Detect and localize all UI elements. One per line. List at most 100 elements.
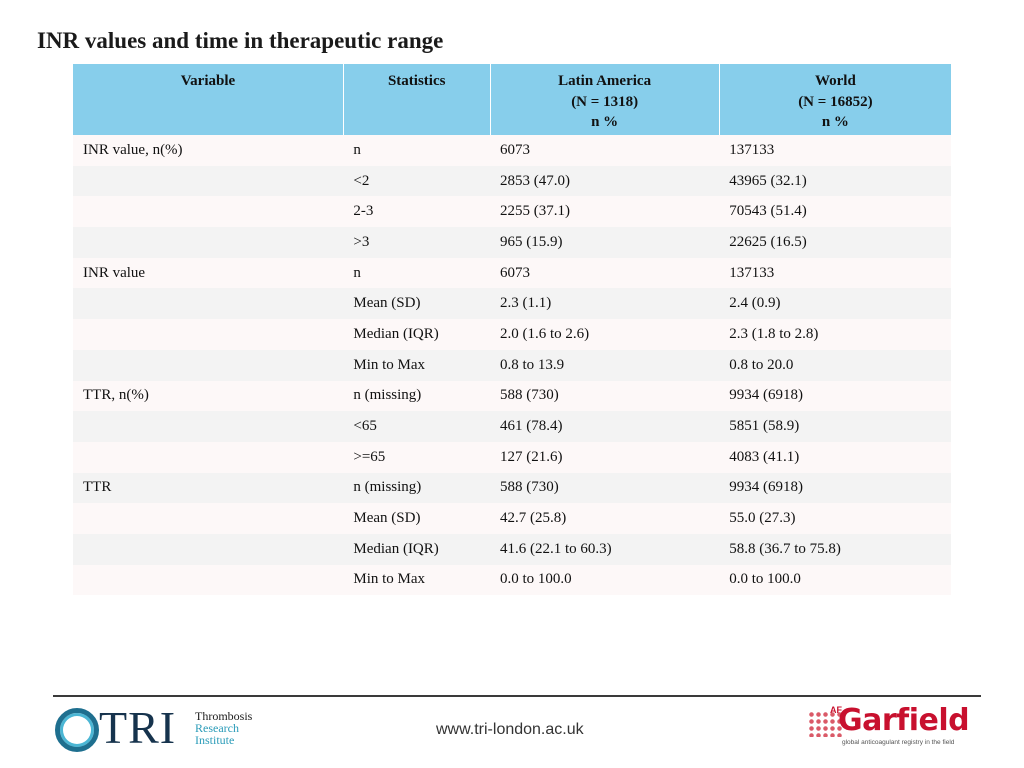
cell-statistic: Median (IQR) <box>343 533 491 565</box>
cell-statistic: <2 <box>343 165 491 197</box>
header-statistics: Statistics <box>342 64 491 135</box>
header-line: Variable <box>180 73 236 89</box>
header-statistics-lines: Statistics <box>344 64 490 92</box>
header-latin-america-lines: Latin America (N = 1318) n % <box>491 64 719 133</box>
footer-divider <box>53 695 981 697</box>
cell-variable <box>73 227 344 258</box>
cell-statistic: Min to Max <box>343 349 491 381</box>
header-row: Variable Statistics Latin America (N = 13… <box>73 64 951 135</box>
cell-world: 137133 <box>719 135 951 166</box>
cell-world: 55.0 (27.3) <box>719 503 951 534</box>
cell-latin-america: 2255 (37.1) <box>490 196 720 228</box>
table-row: TTR, n(%) n (missing) 588 (730) 9934 (6918) <box>73 380 951 412</box>
cell-variable <box>73 411 344 442</box>
cell-statistic: n (missing) <box>343 472 491 504</box>
cell-variable <box>73 441 344 473</box>
table-row: >=65 127 (21.6) 4083 (41.1) <box>73 441 951 473</box>
cell-latin-america: 461 (78.4) <box>490 411 720 442</box>
cell-latin-america: 0.0 to 100.0 <box>490 564 720 596</box>
cell-latin-america: 965 (15.9) <box>490 227 720 258</box>
header-variable: Variable <box>73 64 344 135</box>
website-url: www.tri-london.ac.uk <box>436 721 584 738</box>
table-row: Min to Max 0.8 to 13.9 0.8 to 20.0 <box>73 349 951 381</box>
cell-variable <box>73 564 344 596</box>
tri-logo-line: Thrombosis <box>195 709 253 723</box>
cell-latin-america: 588 (730) <box>490 380 720 412</box>
header-line: (N = 1318) <box>571 93 639 110</box>
cell-world: 58.8 (36.7 to 75.8) <box>719 533 951 565</box>
cell-statistic: 2-3 <box>343 196 491 228</box>
table-header: Variable Statistics Latin America (N = 13… <box>73 64 951 135</box>
header-line: Latin America <box>558 73 652 89</box>
table-body: INR value, n(%) n 6073 137133 <2 2853 (47.0) 4… <box>73 135 951 596</box>
tri-logo: TRI Thrombosis Research Institute <box>55 702 285 754</box>
cell-latin-america: 41.6 (22.1 to 60.3) <box>490 533 720 565</box>
tri-ring-icon <box>55 708 99 752</box>
cell-variable <box>73 196 344 228</box>
cell-variable <box>73 165 344 197</box>
cell-statistic: n <box>343 135 491 166</box>
table-row: <65 461 (78.4) 5851 (58.9) <box>73 411 951 442</box>
cell-world: 2.4 (0.9) <box>719 288 951 320</box>
cell-latin-america: 6073 <box>490 257 720 289</box>
garfield-logo-superscript: AF <box>830 705 842 715</box>
tri-logo-mark: TRI <box>99 702 177 753</box>
table-row: >3 965 (15.9) 22625 (16.5) <box>73 227 951 258</box>
table-row: TTR n (missing) 588 (730) 9934 (6918) <box>73 472 951 504</box>
header-line: n % <box>821 114 849 130</box>
cell-statistic: Mean (SD) <box>343 288 491 320</box>
cell-world: 4083 (41.1) <box>719 441 951 473</box>
cell-latin-america: 0.8 to 13.9 <box>490 349 720 381</box>
cell-variable: TTR, n(%) <box>73 380 344 412</box>
garfield-logo: AF Garfield global anticoagulant registr… <box>808 703 978 751</box>
table-row: Min to Max 0.0 to 100.0 0.0 to 100.0 <box>73 564 951 596</box>
cell-statistic: Min to Max <box>343 564 491 596</box>
cell-latin-america: 2.3 (1.1) <box>490 288 720 320</box>
cell-statistic: <65 <box>343 411 491 442</box>
cell-statistic: Median (IQR) <box>343 319 491 350</box>
cell-latin-america: 127 (21.6) <box>490 441 720 473</box>
cell-world: 0.0 to 100.0 <box>719 564 951 596</box>
table-row: INR value n 6073 137133 <box>73 257 951 289</box>
cell-variable: TTR <box>73 472 344 504</box>
header-latin-america: Latin America (N = 1318) n % <box>489 64 720 135</box>
cell-latin-america: 6073 <box>490 135 720 166</box>
cell-statistic: n <box>343 257 491 289</box>
cell-variable <box>73 349 344 381</box>
page-title: INR values and time in therapeutic range <box>37 28 444 53</box>
garfield-logo-tagline: global anticoagulant registry in the fie… <box>842 739 955 746</box>
cell-latin-america: 2.0 (1.6 to 2.6) <box>490 319 720 350</box>
cell-world: 70543 (51.4) <box>719 196 951 228</box>
tri-logo-subtitle: Thrombosis Research Institute <box>195 710 252 746</box>
garfield-dots-icon <box>808 711 842 737</box>
inr-ttr-table: Variable Statistics Latin America (N = 13… <box>73 64 951 596</box>
header-variable-lines: Variable <box>73 64 343 92</box>
header-world-lines: World (N = 16852) n % <box>720 64 951 133</box>
table-row: Mean (SD) 2.3 (1.1) 2.4 (0.9) <box>73 288 951 320</box>
cell-variable <box>73 319 344 350</box>
cell-variable <box>73 533 344 565</box>
table-row: <2 2853 (47.0) 43965 (32.1) <box>73 165 951 197</box>
header-world: World (N = 16852) n % <box>718 64 951 135</box>
cell-latin-america: 42.7 (25.8) <box>490 503 720 534</box>
cell-latin-america: 588 (730) <box>490 472 720 504</box>
cell-world: 2.3 (1.8 to 2.8) <box>719 319 951 350</box>
tri-logo-line: Research <box>195 721 239 735</box>
garfield-logo-word: Garfield <box>838 703 970 738</box>
cell-variable: INR value <box>73 257 344 289</box>
cell-variable <box>73 503 344 534</box>
header-line: (N = 16852) <box>798 93 873 110</box>
tri-logo-line: Institute <box>195 733 235 747</box>
cell-world: 5851 (58.9) <box>719 411 951 442</box>
cell-statistic: >3 <box>343 227 491 258</box>
table-row: Mean (SD) 42.7 (25.8) 55.0 (27.3) <box>73 503 951 534</box>
cell-world: 9934 (6918) <box>719 472 951 504</box>
table-row: Median (IQR) 2.0 (1.6 to 2.6) 2.3 (1.8 to … <box>73 319 951 350</box>
cell-variable <box>73 288 344 320</box>
table-row: 2-3 2255 (37.1) 70543 (51.4) <box>73 196 951 228</box>
cell-world: 0.8 to 20.0 <box>719 349 951 381</box>
cell-variable: INR value, n(%) <box>73 135 344 166</box>
table-row: Median (IQR) 41.6 (22.1 to 60.3) 58.8 (36.… <box>73 533 951 565</box>
cell-statistic: Mean (SD) <box>343 503 491 534</box>
cell-statistic: n (missing) <box>343 380 491 412</box>
